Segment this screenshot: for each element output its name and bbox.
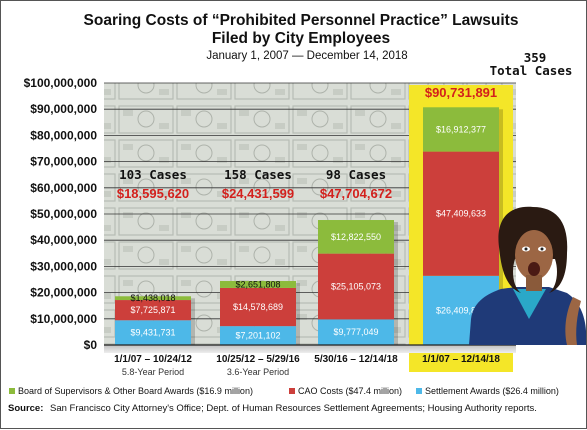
x-tick-label: 1/1/07 – 10/24/12 <box>114 354 192 365</box>
source-text: San Francisco City Attorney's Office; De… <box>50 403 537 414</box>
bar-total-label: $18,595,620 <box>117 186 189 201</box>
bar-total-label: $47,704,672 <box>320 186 392 201</box>
bar-shadow <box>191 302 195 323</box>
bar-shadow <box>296 328 300 347</box>
source-label: Source: <box>8 403 43 414</box>
chart-title-line1: Soaring Costs of “Prohibited Personnel P… <box>84 12 519 29</box>
bar-shadow <box>296 282 300 290</box>
bar-segment <box>220 326 296 345</box>
legend-swatch <box>416 388 422 394</box>
bar-value-label: $1,438,018 <box>130 293 175 303</box>
legend-label: CAO Costs ($47.4 million) <box>298 386 402 396</box>
bar-segment <box>423 151 499 276</box>
bar-segment <box>220 280 296 288</box>
bar-value-label: $25,105,073 <box>331 281 381 291</box>
bar-shadow <box>191 322 195 347</box>
bar-value-label: $26,409,882 <box>436 305 486 315</box>
chart-floor <box>104 344 516 353</box>
x-tick-label: 1/1/07 – 12/14/18 <box>422 354 500 365</box>
y-tick-label: $50,000,000 <box>30 207 97 221</box>
overall-cases-label: Total Cases <box>490 63 573 78</box>
legend-label: Board of Supervisors & Other Board Award… <box>18 386 253 396</box>
bar-value-label: $12,822,550 <box>331 232 381 242</box>
bar-shadow <box>296 289 300 329</box>
period-label: 5.8-Year Period <box>122 367 184 377</box>
bar-shadow <box>499 153 503 278</box>
y-tick-label: $90,000,000 <box>30 102 97 116</box>
y-axis-tick-labels: $0 $10,000,000 $20,000,000 $30,000,000 $40,0… <box>24 76 98 352</box>
bar-segment <box>318 220 394 254</box>
bar-shadow <box>394 255 398 322</box>
overall-cases-number: 359 <box>524 50 547 65</box>
y-tick-label: $80,000,000 <box>30 128 97 142</box>
case-count-label: 158 Cases <box>224 167 292 182</box>
bar-shadow <box>499 109 503 154</box>
y-tick-label: $20,000,000 <box>30 286 97 300</box>
case-count-label: 103 Cases <box>119 167 187 182</box>
x-tick-label: 5/30/16 – 12/14/18 <box>314 354 398 365</box>
surprised-woman-photo <box>469 206 586 345</box>
x-axis-labels: 1/1/07 – 10/24/12 5.8-Year Period 10/25/12… <box>114 354 500 377</box>
bar-segment <box>115 296 191 301</box>
chart-date-range: January 1, 2007 — December 14, 2018 <box>206 50 407 62</box>
y-tick-label: $100,000,000 <box>24 76 98 90</box>
x-tick-label: 10/25/12 – 5/29/16 <box>216 354 300 365</box>
annotations: $18,595,620 103 Cases $24,431,599 158 Cases… <box>117 85 497 201</box>
bar-shadow <box>191 298 195 303</box>
chart-title-line2: Filed by City Employees <box>212 30 390 47</box>
bar-segment <box>318 319 394 345</box>
bar-value-label: $9,431,731 <box>130 328 175 338</box>
bar-segment <box>220 287 296 327</box>
y-tick-label: $30,000,000 <box>30 259 97 273</box>
legend-swatch <box>289 388 295 394</box>
legend-swatch <box>9 388 15 394</box>
y-tick-label: $70,000,000 <box>30 155 97 169</box>
bar-segment <box>115 300 191 321</box>
source-line: Source: San Francisco City Attorney's Of… <box>8 403 537 414</box>
bar-segment <box>115 320 191 345</box>
legend-label: Settlement Awards ($26.4 million) <box>425 386 559 396</box>
y-tick-label: $40,000,000 <box>30 233 97 247</box>
bar-value-label: $47,409,633 <box>436 209 486 219</box>
bar-value-label: $9,777,049 <box>333 327 378 337</box>
bar-value-label: $2,651,808 <box>235 279 280 289</box>
bar-shadow <box>394 222 398 256</box>
y-tick-label: $10,000,000 <box>30 312 97 326</box>
bar-segment <box>423 107 499 152</box>
y-tick-label: $60,000,000 <box>30 181 97 195</box>
bar-total-label: $24,431,599 <box>222 186 294 201</box>
bar-value-label: $16,912,377 <box>436 124 486 134</box>
bar-segment <box>318 253 394 320</box>
floor-surface <box>104 345 516 353</box>
y-tick-label: $0 <box>84 338 98 352</box>
case-count-label: 98 Cases <box>326 167 386 182</box>
bar-value-label: $7,725,871 <box>130 305 175 315</box>
bar-value-label: $7,201,102 <box>235 331 280 341</box>
legend: Board of Supervisors & Other Board Award… <box>9 386 559 396</box>
bar-total-label: $90,731,891 <box>425 85 497 100</box>
period-label: 3.6-Year Period <box>227 367 289 377</box>
bar-value-label: $14,578,689 <box>233 302 283 312</box>
bar-shadow <box>394 321 398 347</box>
